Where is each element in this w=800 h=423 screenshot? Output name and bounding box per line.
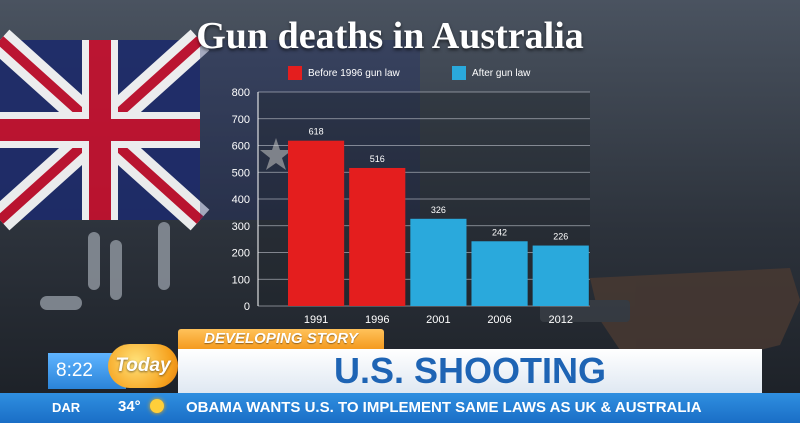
x-tick-label: 1991 bbox=[304, 314, 328, 326]
legend-label-before: Before 1996 gun law bbox=[308, 67, 400, 79]
today-logo: Today bbox=[108, 344, 178, 388]
y-tick-label: 200 bbox=[232, 248, 250, 260]
legend-swatch-before bbox=[288, 66, 302, 80]
developing-story-banner: DEVELOPING STORY bbox=[178, 329, 384, 349]
y-tick-label: 700 bbox=[232, 114, 250, 126]
x-tick-label: 2012 bbox=[548, 314, 572, 326]
chart-title: Gun deaths in Australia bbox=[196, 15, 584, 57]
bullets-image bbox=[40, 222, 170, 310]
headline: U.S. SHOOTING bbox=[178, 349, 762, 393]
bar bbox=[349, 167, 406, 306]
data-label: 326 bbox=[431, 205, 446, 215]
y-tick-label: 400 bbox=[232, 194, 250, 206]
australian-flag-image bbox=[0, 29, 420, 231]
legend-label-after: After gun law bbox=[472, 67, 531, 79]
data-label: 226 bbox=[553, 232, 568, 242]
y-tick-label: 300 bbox=[232, 221, 250, 233]
legend-swatch-after bbox=[452, 66, 466, 80]
y-tick-label: 100 bbox=[232, 274, 250, 286]
bar bbox=[471, 241, 528, 306]
bar bbox=[410, 218, 467, 306]
subheadline-bar bbox=[0, 393, 800, 423]
temperature: 34° bbox=[118, 398, 141, 415]
data-label: 242 bbox=[492, 227, 507, 237]
subheadline-text: OBAMA WANTS U.S. TO IMPLEMENT SAME LAWS … bbox=[186, 399, 702, 416]
legend-item-after: After gun law bbox=[452, 66, 530, 80]
x-tick-label: 2001 bbox=[426, 314, 450, 326]
x-tick-label: 1996 bbox=[365, 314, 389, 326]
data-label: 516 bbox=[370, 154, 385, 164]
y-tick-label: 0 bbox=[244, 301, 250, 313]
x-tick-label: 2006 bbox=[487, 314, 511, 326]
city-code: DAR bbox=[52, 400, 81, 415]
bar bbox=[532, 245, 589, 306]
legend-item-before: Before 1996 gun law bbox=[288, 66, 400, 80]
bar bbox=[288, 140, 345, 306]
y-tick-label: 800 bbox=[232, 87, 250, 99]
clock-time: 8:22 bbox=[48, 353, 126, 389]
y-tick-label: 600 bbox=[232, 141, 250, 153]
data-label: 618 bbox=[309, 127, 324, 137]
y-tick-label: 500 bbox=[232, 167, 250, 179]
sun-icon bbox=[150, 399, 164, 413]
